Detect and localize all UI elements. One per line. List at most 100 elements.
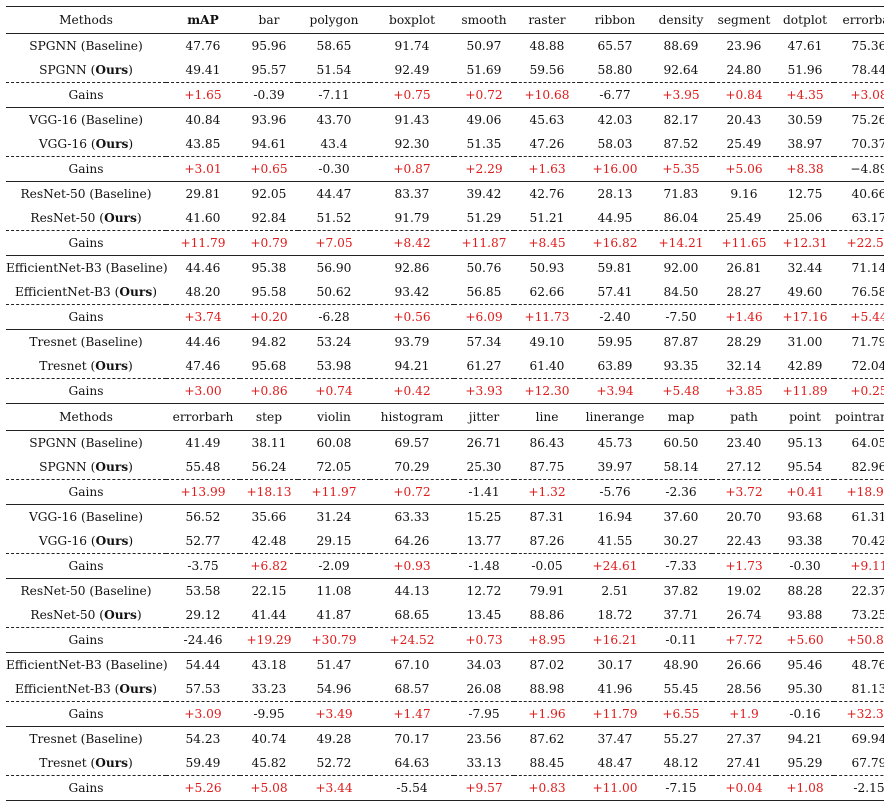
value-cell: 40.74 [240,726,298,751]
value-cell: 51.35 [466,137,502,151]
value-cell: 32.14 [726,359,762,373]
ours-label: Ours [95,137,129,151]
value-cell: 69.57 [370,430,454,455]
column-header: segment [712,6,776,34]
baseline-row: VGG-16 (Baseline) 56.52 35.66 31.24 63.33 15.… [6,504,884,529]
gain-value: +11.87 [454,230,514,256]
value-cell: 87.75 [529,460,565,474]
column-header: polygon [298,6,370,34]
gain-value: -3.75 [166,553,240,579]
column-header: smooth [454,6,514,34]
gain-value: +19.29 [240,627,298,653]
gain-value: +12.30 [514,378,580,404]
gain-value: +16.82 [580,230,650,256]
value-cell: 87.87 [650,329,712,354]
value-cell: 88.98 [529,682,565,696]
gain-value: -5.54 [370,775,454,801]
value-cell: 59.56 [529,63,565,77]
value-cell: 13.45 [466,608,502,622]
gains-label: Gains [6,82,166,108]
value-cell: 20.70 [712,504,776,529]
value-cell: 26.66 [712,652,776,677]
column-header: boxplot [370,6,454,34]
ours-row: VGG-16 (Ours) 52.77 42.48 29.15 64.26 13.77 87… [6,529,884,554]
gain-value: +30.79 [298,627,370,653]
method-name-prefix: SPGNN [39,460,87,474]
value-cell: 58.03 [597,137,633,151]
value-cell: 25.49 [726,211,762,225]
ours-label: Ours [95,63,129,77]
gain-value: +1.73 [712,553,776,579]
value-cell: 51.96 [787,63,823,77]
value-cell: 42.76 [514,181,580,206]
baseline-row: SPGNN (Baseline) 41.49 38.11 60.08 69.57 26.7… [6,430,884,455]
value-cell: 59.95 [580,329,650,354]
ours-row: ResNet-50 (Ours) 29.12 41.44 41.87 68.65 13.4… [6,603,884,628]
value-cell: 27.41 [726,756,762,770]
value-cell: 48.88 [514,33,580,58]
value-cell: 24.80 [726,63,762,77]
value-cell: 44.47 [298,181,370,206]
value-cell: 38.11 [240,430,298,455]
value-cell: 9.16 [712,181,776,206]
value-cell: 43.18 [240,652,298,677]
gain-value: +0.42 [370,378,454,404]
value-cell: 33.13 [466,756,502,770]
ours-label: Ours [104,608,137,622]
value-cell: 47.26 [529,137,565,151]
value-cell: 41.44 [251,608,287,622]
value-cell: 47.61 [776,33,834,58]
method-name: VGG-16 (Ours) [38,534,134,548]
value-cell: 70.42 [851,534,884,548]
value-cell: 82.96 [851,460,884,474]
value-cell: 25.30 [466,460,502,474]
value-cell: 48.90 [650,652,712,677]
value-cell: 47.46 [185,359,221,373]
value-cell: 61.31 [834,504,884,529]
gains-row: Gains +3.01 +0.65 -0.30 +0.87 +2.29 +1.63 +16.0… [6,156,884,182]
value-cell: 58.65 [298,33,370,58]
ours-row: Tresnet (Ours) 59.49 45.82 52.72 64.63 33.13 8… [6,751,884,776]
gain-value: +6.09 [454,304,514,330]
baseline-row: SPGNN (Baseline) 47.76 95.96 58.65 91.74 50.9… [6,33,884,58]
baseline-row: Tresnet (Baseline) 54.23 40.74 49.28 70.17 23… [6,726,884,751]
value-cell: 93.88 [787,608,823,622]
gain-value: +0.87 [370,156,454,182]
value-cell: 41.87 [316,608,352,622]
value-cell: 55.27 [650,726,712,751]
value-cell: 73.25 [851,608,884,622]
value-cell: 54.44 [166,652,240,677]
value-cell: 44.46 [166,329,240,354]
value-cell: 51.52 [316,211,352,225]
column-header: pointrange [834,403,884,431]
method-name: ResNet-50 (Baseline) [6,578,166,603]
gain-value: -7.11 [298,82,370,108]
gains-label: Gains [6,304,166,330]
value-cell: 64.26 [394,534,430,548]
column-header: line [514,403,580,431]
value-cell: 41.60 [185,211,221,225]
gain-value: +5.08 [240,775,298,801]
value-cell: 26.71 [454,430,514,455]
value-cell: 51.21 [529,211,565,225]
value-cell: 50.93 [514,255,580,280]
gain-value: +24.52 [370,627,454,653]
value-cell: 86.04 [663,211,699,225]
value-cell: 47.76 [166,33,240,58]
gain-value: -24.46 [166,627,240,653]
ours-label: Ours [95,534,129,548]
value-cell: 92.05 [240,181,298,206]
value-cell: 87.62 [514,726,580,751]
gain-value: +11.89 [776,378,834,404]
gain-value: +8.95 [514,627,580,653]
value-cell: 65.57 [580,33,650,58]
method-name-prefix: ResNet-50 [30,608,96,622]
method-name: Tresnet (Ours) [39,756,133,770]
value-cell: 40.66 [834,181,884,206]
gains-label: Gains [6,230,166,256]
gain-value: +9.57 [454,775,514,801]
method-name: SPGNN (Ours) [39,460,133,474]
value-cell: 54.96 [316,682,352,696]
value-cell: 53.58 [166,578,240,603]
value-cell: 35.66 [240,504,298,529]
